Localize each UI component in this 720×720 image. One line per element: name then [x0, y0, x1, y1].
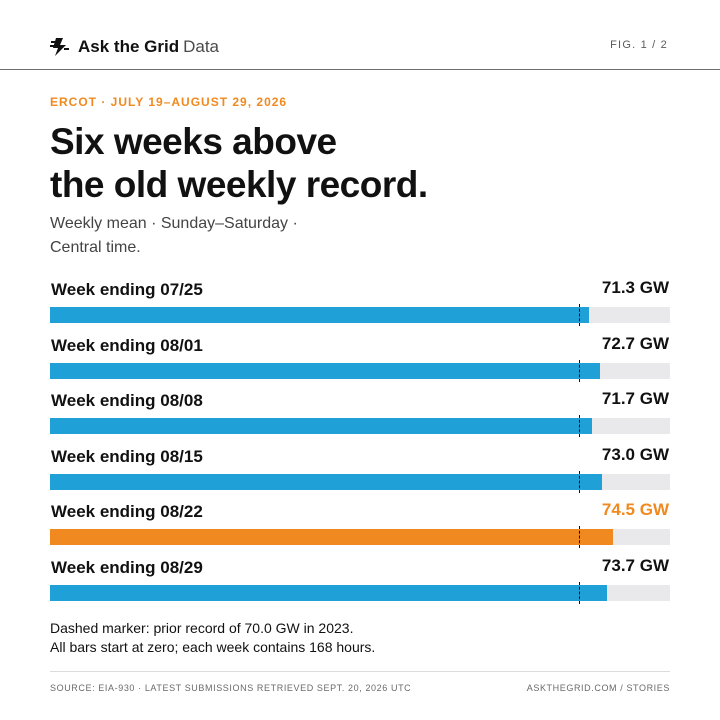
note-line: Dashed marker: prior record of 70.0 GW i…	[50, 620, 354, 636]
figure-number: FIG. 1 / 2	[610, 39, 668, 51]
value-label: 73.0 GW	[601, 444, 669, 464]
bar	[50, 418, 593, 434]
kicker: ERCOT · JULY 19–AUGUST 29, 2026	[50, 95, 288, 109]
category-label: Week ending 08/08	[51, 391, 203, 410]
brand-sub: Data	[183, 37, 220, 56]
category-label: Week ending 08/15	[51, 446, 203, 466]
bar-track	[50, 359, 670, 382]
bar-row: Week ending 08/29 73.7 GW	[50, 556, 670, 612]
record-marker	[579, 470, 581, 493]
record-marker	[579, 581, 581, 604]
bar	[50, 473, 602, 490]
bar-chart: Week ending 07/25 71.3 GW Week ending 08/0…	[50, 278, 670, 611]
bar-track	[50, 470, 670, 493]
brand-name: Ask the Grid	[78, 37, 180, 56]
category-label: Week ending 08/22	[51, 502, 203, 521]
bar	[50, 307, 590, 323]
bar-row: Week ending 08/08 71.7 GW	[50, 389, 670, 445]
record-marker	[579, 304, 581, 326]
bar	[50, 584, 608, 601]
bar-row: Week ending 08/01 72.7 GW	[50, 334, 670, 390]
bar-track	[50, 304, 670, 326]
record-marker	[579, 359, 581, 382]
value-label: 71.7 GW	[601, 389, 669, 408]
subtitle-line: Weekly mean · Sunday–Saturday ·	[50, 215, 298, 232]
title-line: Six weeks above	[50, 121, 337, 162]
value-label: 74.5 GW	[601, 500, 669, 519]
subtitle-line: Central time.	[50, 239, 141, 256]
bar	[50, 529, 614, 545]
bar-track	[50, 415, 670, 437]
bar	[50, 362, 600, 379]
title-line: the old weekly record.	[50, 164, 428, 205]
record-marker	[579, 415, 581, 437]
bar-track	[50, 581, 670, 604]
value-label: 73.7 GW	[601, 555, 669, 575]
header: Ask the Grid Data FIG. 1 / 2	[0, 0, 720, 70]
chart-subtitle: Weekly mean · Sunday–Saturday · Central …	[50, 212, 350, 260]
brand: Ask the Grid Data	[78, 36, 219, 58]
chart-title: Six weeks above the old weekly record.	[50, 120, 670, 206]
bar-row: Week ending 08/22 74.5 GW	[50, 500, 670, 556]
category-label: Week ending 08/01	[51, 335, 203, 355]
bar-row: Week ending 08/15 73.0 GW	[50, 445, 670, 501]
value-label: 72.7 GW	[601, 333, 669, 353]
value-label: 71.3 GW	[601, 278, 669, 297]
chart-notes: Dashed marker: prior record of 70.0 GW i…	[50, 619, 375, 657]
bar-row: Week ending 07/25 71.3 GW	[50, 278, 670, 334]
site-link[interactable]: ASKTHEGRID.COM / STORIES	[526, 683, 670, 693]
bar-track	[50, 526, 670, 548]
note-line: All bars start at zero; each week contai…	[50, 639, 376, 655]
source-note: SOURCE: EIA-930 · LATEST SUBMISSIONS RET…	[50, 683, 412, 693]
lightning-bolt-icon	[50, 38, 69, 56]
category-label: Week ending 08/29	[51, 557, 203, 577]
record-marker	[579, 526, 581, 548]
category-label: Week ending 07/25	[51, 280, 203, 299]
footer-divider	[50, 671, 670, 672]
